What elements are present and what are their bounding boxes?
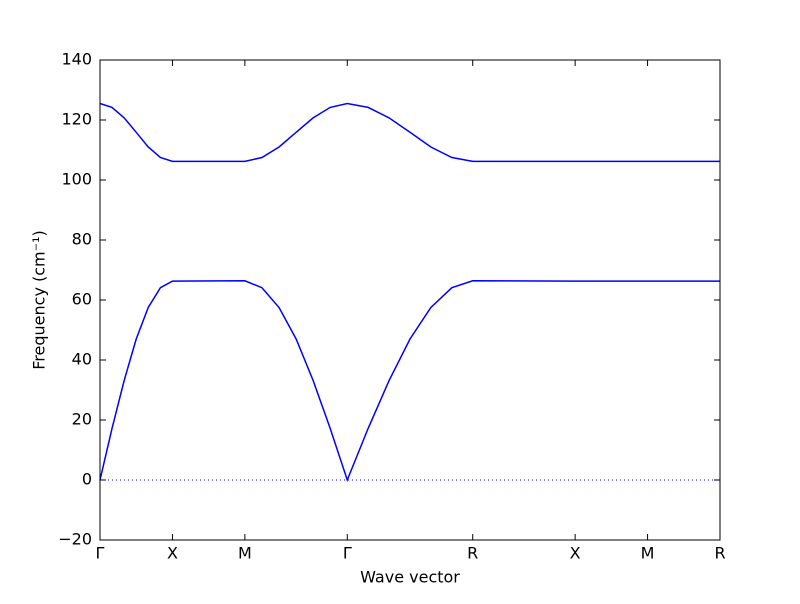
x-axis-label: Wave vector <box>360 568 460 587</box>
y-tick-label: 20 <box>72 410 92 429</box>
band-line <box>99 280 720 483</box>
y-tick-label: 40 <box>72 350 92 369</box>
x-tick-label: Γ <box>96 544 105 563</box>
x-tick-label: Γ <box>343 544 352 563</box>
x-tick-label: X <box>570 544 581 563</box>
y-tick-label: 120 <box>61 110 92 129</box>
y-tick-label: 60 <box>72 290 92 309</box>
x-tick-label: R <box>714 544 725 563</box>
y-tick-label: −20 <box>58 530 92 549</box>
y-tick-label: 140 <box>61 50 92 69</box>
y-tick-label: 100 <box>61 170 92 189</box>
x-tick-label: X <box>167 544 178 563</box>
y-tick-label: 0 <box>82 470 92 489</box>
x-tick-label: M <box>641 544 655 563</box>
y-tick-label: 80 <box>72 230 92 249</box>
y-axis-label: Frequency (cm⁻¹) <box>30 230 49 369</box>
x-tick-label: M <box>238 544 252 563</box>
band-line <box>99 102 720 163</box>
x-tick-label: R <box>467 544 478 563</box>
